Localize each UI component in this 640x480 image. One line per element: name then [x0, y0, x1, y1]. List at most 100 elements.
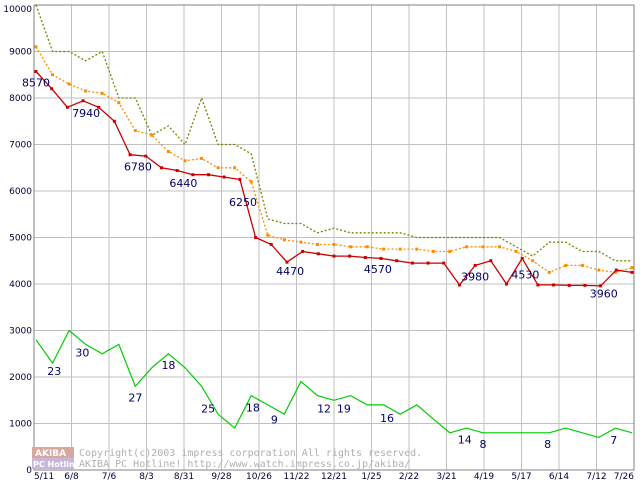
series-point-2 [50, 87, 54, 91]
series-point-1 [34, 45, 38, 49]
watermark: AKIBA PC Hotline! Copyright(c)2003 impre… [32, 447, 422, 470]
series-point-1 [464, 245, 468, 249]
data-label: 8 [544, 438, 551, 451]
x-axis-ticks: 5/11 6/8 7/6 8/3 8/31 9/28 10/26 11/22 12/21 1/25… [34, 472, 634, 480]
series-point-1 [514, 249, 518, 253]
series-point-1 [315, 242, 319, 246]
y-tick-label: 3000 [9, 327, 32, 337]
series-point-2 [175, 169, 179, 173]
series-point-1 [580, 263, 584, 267]
series-point-2 [520, 256, 524, 260]
data-label: 16 [380, 412, 394, 425]
series-point-1 [84, 89, 88, 93]
y-tick-label: 6000 [9, 187, 32, 197]
logo-top-box [32, 447, 74, 458]
x-tick-label: 6/8 [64, 472, 79, 480]
data-label: 4470 [276, 265, 304, 278]
series-point-2 [65, 105, 69, 109]
x-tick-label: 3/21 [436, 472, 456, 480]
x-tick-label: 7/26 [614, 472, 634, 480]
y-tick-label: 5000 [9, 234, 32, 244]
data-label: 3980 [461, 270, 489, 283]
x-tick-label: 6/14 [549, 472, 569, 480]
series-point-1 [365, 245, 369, 249]
series-point-2 [505, 282, 509, 286]
series-point-1 [448, 249, 452, 253]
series-point-1 [349, 245, 353, 249]
series-point-1 [233, 166, 237, 170]
data-label: 19 [337, 402, 351, 415]
series-point-2 [442, 261, 446, 265]
series-point-2 [269, 242, 273, 246]
series-point-1 [332, 242, 336, 246]
data-label: 18 [246, 402, 260, 415]
series-point-2 [489, 259, 493, 263]
y-tick-label: 4000 [9, 280, 32, 290]
series-point-2 [238, 177, 242, 181]
x-tick-label: 7/12 [586, 472, 606, 480]
url-line: AKIBA PC Hotline! http://www.watch.impre… [79, 459, 410, 470]
logo-top-text: AKIBA [35, 449, 66, 459]
series-point-1 [100, 91, 104, 95]
data-label: 3960 [590, 288, 618, 301]
series-point-1 [398, 247, 402, 251]
series-point-1 [249, 180, 253, 184]
series-point-1 [382, 247, 386, 251]
y-tick-label: 7000 [9, 141, 32, 151]
series-point-2 [301, 249, 305, 253]
series-point-1 [415, 247, 419, 251]
data-label: 8570 [22, 76, 50, 89]
x-tick-label: 5/17 [511, 472, 531, 480]
y-tick-label: 9000 [9, 48, 32, 58]
data-label: 4570 [364, 263, 392, 276]
x-tick-label: 5/11 [34, 472, 54, 480]
data-label: 14 [458, 434, 472, 447]
x-tick-label: 10/26 [246, 472, 272, 480]
y-tick-label: 0 [26, 466, 32, 476]
data-label: 12 [317, 402, 331, 415]
series-point-2 [34, 69, 38, 73]
series-point-2 [473, 263, 477, 267]
series-point-1 [547, 270, 551, 274]
series-point-1 [498, 245, 502, 249]
series-point-2 [457, 283, 461, 287]
series-point-2 [379, 256, 383, 260]
data-label: 23 [47, 365, 61, 378]
x-tick-label: 1/25 [361, 472, 381, 480]
x-tick-label: 8/31 [174, 472, 194, 480]
plot-border [33, 4, 635, 471]
series-point-1 [216, 166, 220, 170]
series-point-2 [316, 252, 320, 256]
series-point-2 [207, 173, 211, 177]
series-point-1 [117, 101, 121, 105]
data-label: 6440 [169, 177, 197, 190]
data-label: 7940 [72, 107, 100, 120]
logo-bottom-box [32, 458, 74, 469]
series-point-1 [299, 240, 303, 244]
series-point-2 [332, 254, 336, 258]
y-axis-ticks: 0 1000 2000 3000 4000 5000 6000 7000 8000 9000 100… [3, 5, 32, 476]
series-point-2 [254, 236, 258, 239]
series-point-2 [191, 173, 195, 177]
data-label: 6780 [124, 160, 152, 173]
x-tick-label: 11/22 [284, 472, 310, 480]
series-point-2 [112, 119, 116, 123]
y-tick-label: 2000 [9, 373, 32, 383]
y-tick-label: 10000 [3, 5, 32, 15]
series-point-2 [97, 105, 101, 109]
data-label: 6250 [229, 196, 257, 209]
series-point-2 [363, 255, 367, 259]
series-point-1 [67, 82, 71, 86]
series-point-2 [348, 254, 352, 258]
series-point-1 [200, 156, 204, 160]
data-label: 8 [480, 438, 487, 451]
series-point-2 [552, 283, 556, 287]
series-point-1 [597, 268, 601, 272]
series-point-2 [144, 154, 148, 158]
series-point-1 [266, 233, 270, 237]
series-point-2 [599, 284, 603, 288]
x-tick-label: 4/19 [474, 472, 494, 480]
x-tick-label: 9/28 [211, 472, 231, 480]
series-point-1 [531, 259, 535, 263]
